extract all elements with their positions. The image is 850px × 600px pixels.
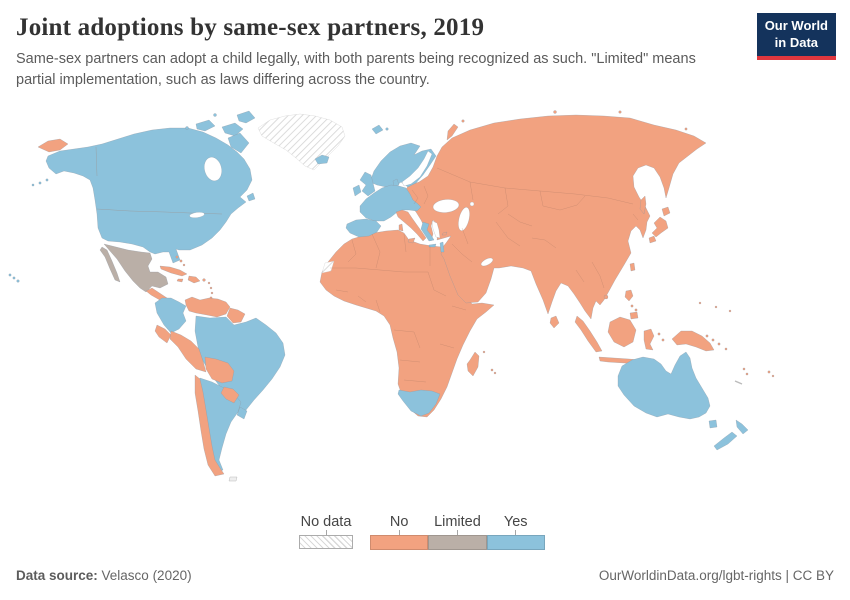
region-canadian-arctic[interactable] <box>185 110 256 202</box>
data-source: Data source: Velasco (2020) <box>16 568 192 583</box>
region-tasmania[interactable] <box>708 419 718 429</box>
region-new-zealand[interactable] <box>713 419 749 451</box>
map-legend: No data No Limited Yes <box>0 514 850 554</box>
region-philippines[interactable] <box>624 289 639 320</box>
country-borders <box>330 167 639 383</box>
great-lakes <box>189 211 205 219</box>
region-chile[interactable] <box>194 374 225 477</box>
chart-footer: Data source: Velasco (2020) OurWorldinDa… <box>16 568 834 583</box>
region-paraguay[interactable] <box>220 386 240 404</box>
region-cyprus[interactable] <box>441 231 448 236</box>
footer-link[interactable]: OurWorldinData.org/lgbt-rights | CC BY <box>598 568 834 583</box>
region-chukotka-west[interactable] <box>37 138 69 153</box>
owid-logo-line2: in Data <box>774 34 819 50</box>
legend-tick <box>398 530 400 535</box>
legend-bar: No Limited Yes <box>370 514 545 550</box>
chart-subtitle: Same-sex partners can adopt a child lega… <box>16 51 696 89</box>
region-guyanas[interactable] <box>226 307 246 324</box>
region-mexico[interactable] <box>99 243 169 293</box>
region-ireland[interactable] <box>352 184 362 197</box>
legend-tick <box>456 530 458 535</box>
black-sea <box>432 199 460 213</box>
region-peru[interactable] <box>169 330 207 373</box>
region-north-america[interactable] <box>45 127 253 264</box>
owid-logo[interactable]: Our World in Data <box>756 13 836 60</box>
region-iceland[interactable] <box>314 154 330 165</box>
legend-label-no: No <box>389 514 409 530</box>
legend-swatch-yes <box>486 535 545 550</box>
region-new-guinea[interactable] <box>671 330 715 352</box>
region-falklands <box>228 476 238 482</box>
region-australia[interactable] <box>617 351 711 420</box>
region-uruguay[interactable] <box>236 406 248 420</box>
region-sri-lanka[interactable] <box>549 315 560 329</box>
legend-swatch-no <box>370 535 429 550</box>
legend-label-limited: Limited <box>434 514 481 530</box>
region-hainan <box>603 294 609 300</box>
indian-ocean-islands <box>482 350 497 375</box>
world-map[interactable] <box>0 108 850 512</box>
region-sakhalin[interactable] <box>639 195 647 215</box>
russian-arctic-islands <box>446 110 688 141</box>
region-taiwan[interactable] <box>629 262 636 272</box>
pacific-islands <box>698 301 775 385</box>
data-source-label: Data source: <box>16 568 98 583</box>
region-japan[interactable] <box>648 206 671 244</box>
region-italy[interactable] <box>395 209 427 244</box>
legend-item-limited[interactable]: Limited <box>428 514 487 550</box>
region-ecuador[interactable] <box>154 324 172 344</box>
region-israel[interactable] <box>439 241 445 253</box>
aral-sea <box>469 201 475 207</box>
region-svalbard[interactable] <box>371 124 389 135</box>
region-caribbean[interactable] <box>159 255 214 300</box>
persian-gulf <box>480 257 494 267</box>
region-bolivia[interactable] <box>204 356 235 384</box>
owid-logo-line1: Our World <box>764 18 828 33</box>
region-greenland[interactable] <box>257 113 346 171</box>
legend-tick <box>515 530 517 535</box>
region-madagascar[interactable] <box>466 351 480 377</box>
legend-item-yes[interactable]: Yes <box>486 514 545 550</box>
legend-no-data-swatch <box>299 535 353 549</box>
page-title: Joint adoptions by same-sex partners, 20… <box>16 14 485 41</box>
region-denmark[interactable] <box>392 178 400 188</box>
region-indonesia[interactable] <box>574 315 672 378</box>
hudson-bay <box>204 156 222 182</box>
region-western-europe[interactable] <box>359 184 422 222</box>
caspian-sea <box>458 207 470 231</box>
region-western-sahara[interactable] <box>321 260 335 274</box>
region-iberia[interactable] <box>345 218 382 238</box>
aleutian-islands <box>31 178 49 187</box>
legend-label-yes: Yes <box>503 514 528 530</box>
legend-no-data[interactable]: No data <box>299 514 353 549</box>
region-eurasia[interactable] <box>403 114 707 320</box>
aegean-sea <box>431 220 441 239</box>
legend-swatch-limited <box>428 535 487 550</box>
legend-tick <box>325 530 327 535</box>
region-greece[interactable] <box>420 221 437 248</box>
legend-item-no[interactable]: No <box>370 514 429 550</box>
legend-no-data-label: No data <box>300 514 352 530</box>
data-source-value: Velasco (2020) <box>97 568 192 583</box>
hawaii <box>8 273 20 283</box>
alaska-canada-border <box>95 146 98 177</box>
region-colombia[interactable] <box>154 297 187 334</box>
region-united-kingdom[interactable] <box>359 171 376 197</box>
region-venezuela[interactable] <box>184 296 231 318</box>
baltic-sea <box>401 150 433 187</box>
region-south-africa[interactable] <box>397 389 441 417</box>
